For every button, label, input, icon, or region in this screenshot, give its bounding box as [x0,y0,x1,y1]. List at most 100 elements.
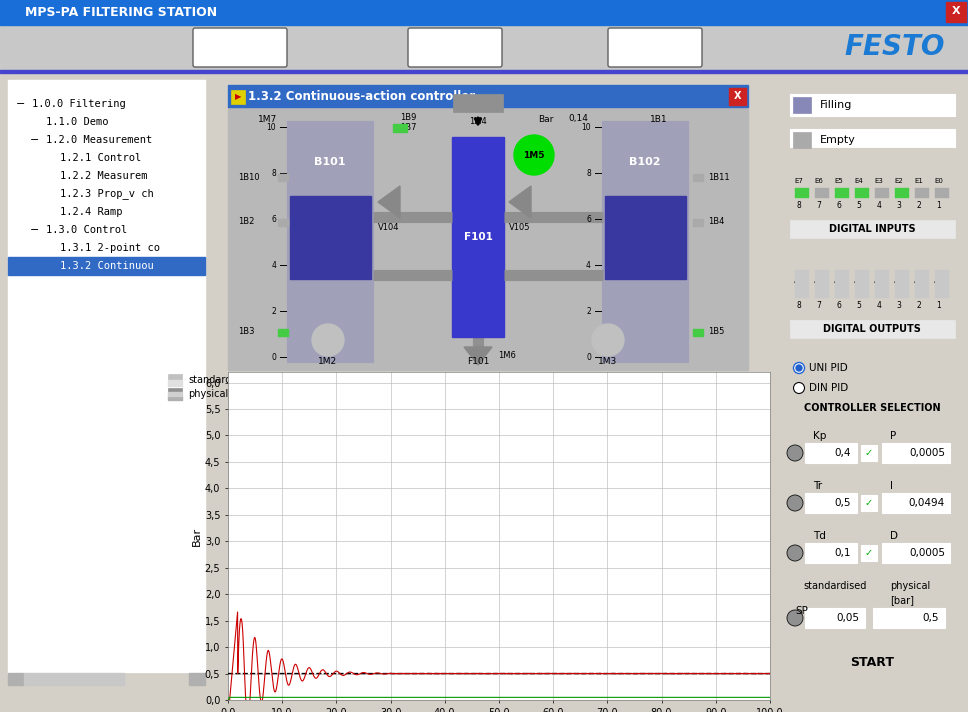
Bar [693,174,703,181]
Text: 1B3: 1B3 [238,328,255,337]
Text: CO: CO [700,428,715,438]
Bar [915,270,929,298]
Text: FESTO: FESTO [845,33,945,61]
Bar [855,188,869,198]
Text: Bar: Bar [538,115,554,123]
Bar [729,88,746,105]
Bar [875,188,889,198]
Text: ✓: ✓ [865,448,873,458]
Text: ▶: ▶ [235,93,241,102]
Text: 0: 0 [271,352,276,362]
Circle shape [514,135,554,175]
Text: 1B5: 1B5 [708,328,724,337]
Text: 2: 2 [271,306,276,315]
Text: 1.1.0 Demo: 1.1.0 Demo [46,117,108,127]
Text: 0,14: 0,14 [568,115,588,123]
Bar [895,188,909,198]
Text: 6: 6 [587,214,591,224]
Text: 1M2: 1M2 [318,357,338,367]
Text: D: D [890,531,898,541]
Text: 4: 4 [877,300,882,310]
Text: 1M3: 1M3 [598,357,618,367]
Text: E4: E4 [855,178,863,184]
Bar [795,270,809,298]
Text: B101: B101 [315,157,346,167]
Bar [8,673,24,685]
Text: PV: PV [700,532,713,542]
Bar [793,97,811,113]
Text: 2: 2 [587,306,591,315]
Text: 1.2.3 Prop_v ch: 1.2.3 Prop_v ch [60,189,154,199]
Bar [168,396,182,400]
Bar [805,543,857,563]
Bar [228,107,748,370]
Text: 1M7: 1M7 [258,115,277,123]
Bar [805,493,857,513]
Text: 1.3.2 Continuous-action controller: 1.3.2 Continuous-action controller [248,90,475,103]
Bar [795,188,809,198]
Text: 8: 8 [271,169,276,177]
Bar [278,174,288,181]
Text: 0,0005: 0,0005 [909,448,945,458]
Bar [290,196,371,279]
Text: A7: A7 [795,278,803,284]
Text: −: − [30,225,39,235]
Text: A4: A4 [855,278,863,284]
Bar [452,137,504,337]
Text: F101: F101 [464,232,493,242]
Text: 1.3.1 2-point co: 1.3.1 2-point co [60,243,160,253]
Text: [bar]: [bar] [890,595,914,605]
Text: standardised: standardised [188,375,252,385]
Bar [30,226,39,234]
Polygon shape [509,186,531,218]
Text: 0,4: 0,4 [834,448,851,458]
Text: V105: V105 [509,224,530,233]
Bar [895,270,909,298]
Text: 1: 1 [937,201,941,209]
Text: 5: 5 [857,300,862,310]
Bar [873,608,945,628]
Text: 0,0005: 0,0005 [909,548,945,558]
Text: UNI PID: UNI PID [809,363,848,373]
Text: physical: physical [188,389,228,399]
Bar [605,196,686,279]
Text: P: P [890,431,896,441]
Bar [882,543,950,563]
Text: F101: F101 [467,357,489,367]
Text: A0: A0 [934,278,944,284]
Text: MPS-PA FILTERING STATION: MPS-PA FILTERING STATION [25,6,217,19]
Text: standardised: standardised [803,581,866,591]
Bar [946,2,966,22]
Text: 0,1: 0,1 [834,548,851,558]
Bar [730,591,750,613]
Text: CONTROLLER SELECTION: CONTROLLER SELECTION [803,403,940,413]
Circle shape [794,382,804,394]
Circle shape [787,545,803,561]
Text: 8: 8 [797,201,802,209]
Text: 1B11: 1B11 [708,172,730,182]
Text: 1.3.2 Continuou: 1.3.2 Continuou [60,261,154,271]
Text: 5: 5 [857,201,862,209]
Text: DIGITAL INPUTS: DIGITAL INPUTS [829,224,916,234]
Circle shape [787,610,803,626]
Bar [835,188,849,198]
Text: 1.3.0 Control: 1.3.0 Control [46,225,127,235]
Bar [861,445,877,461]
Text: 0,0494: 0,0494 [909,498,945,508]
Text: 2: 2 [917,300,922,310]
Text: physical: physical [890,581,930,591]
Bar [693,329,703,336]
Text: X: X [952,6,960,16]
Text: SP: SP [795,606,808,616]
Bar [231,90,245,104]
Text: ✓: ✓ [865,548,873,558]
Bar [793,132,811,148]
Bar [790,248,955,338]
Text: 10: 10 [266,122,276,132]
Text: CO: CO [700,559,715,569]
Text: 1M6: 1M6 [498,352,516,360]
Bar [861,545,877,561]
Text: 8: 8 [587,169,591,177]
Text: 4: 4 [587,261,591,270]
Text: 6: 6 [836,201,841,209]
